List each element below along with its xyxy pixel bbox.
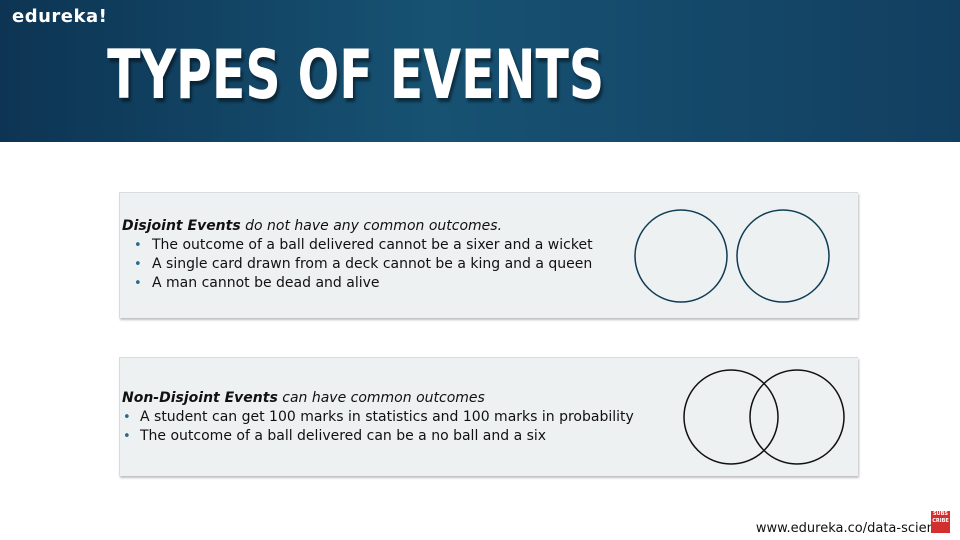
disjoint-events-text: Disjoint Events do not have any common o… (122, 217, 593, 293)
list-item: The outcome of a ball delivered can be a… (122, 427, 634, 446)
footer-url[interactable]: www.edureka.co/data-science (755, 521, 950, 536)
disjoint-circle-b (736, 209, 830, 303)
disjoint-term: Disjoint Events (122, 218, 241, 234)
disjoint-circle-a (634, 209, 728, 303)
disjoint-heading: Disjoint Events do not have any common o… (122, 217, 593, 236)
list-item: The outcome of a ball delivered cannot b… (122, 236, 593, 255)
list-item: A man cannot be dead and alive (122, 274, 593, 293)
non-disjoint-events-card: Non-Disjoint Events can have common outc… (119, 357, 858, 476)
subscribe-badge-icon[interactable]: SUBS CRIBE (931, 511, 950, 533)
disjoint-events-card: Disjoint Events do not have any common o… (119, 192, 858, 318)
list-item: A single card drawn from a deck cannot b… (122, 255, 593, 274)
disjoint-description: do not have any common outcomes. (240, 218, 503, 234)
non-disjoint-circle-b (749, 369, 845, 465)
non-disjoint-bullet-list: A student can get 100 marks in statistic… (122, 408, 634, 446)
venn-overlapping-circles-icon (683, 369, 845, 465)
slide-title: TYPES OF EVENTS (107, 36, 605, 115)
non-disjoint-events-text: Non-Disjoint Events can have common outc… (122, 389, 634, 446)
edureka-logo: edureka! (12, 6, 108, 27)
venn-separate-circles-icon (634, 209, 830, 303)
header-banner: edureka! TYPES OF EVENTS (0, 0, 960, 142)
non-disjoint-circle-a (683, 369, 779, 465)
non-disjoint-description: can have common outcomes (277, 390, 485, 406)
list-item: A student can get 100 marks in statistic… (122, 408, 634, 427)
non-disjoint-term: Non-Disjoint Events (122, 390, 278, 406)
disjoint-bullet-list: The outcome of a ball delivered cannot b… (122, 236, 593, 293)
non-disjoint-heading: Non-Disjoint Events can have common outc… (122, 389, 634, 408)
